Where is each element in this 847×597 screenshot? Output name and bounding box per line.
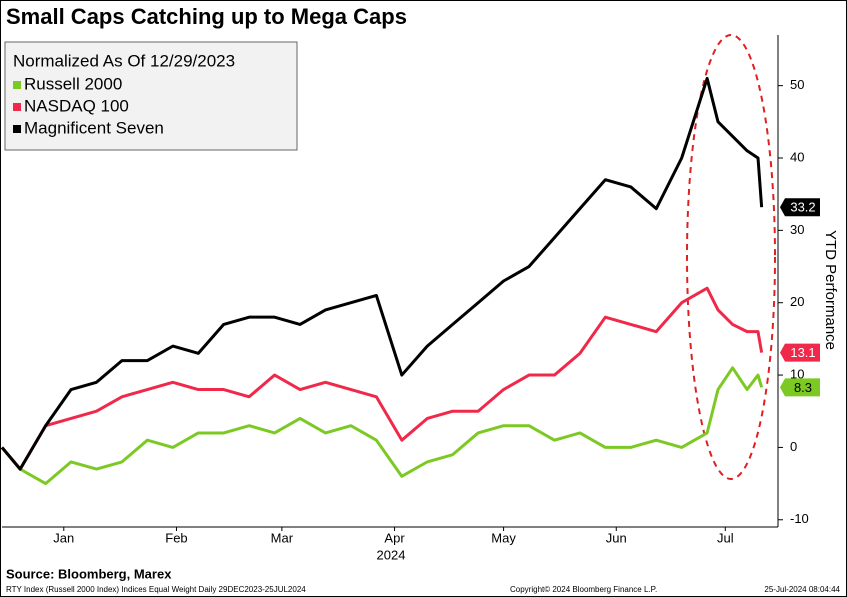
legend-swatch (13, 81, 21, 89)
y-tick-label: 40 (790, 149, 804, 164)
legend-label: NASDAQ 100 (24, 96, 129, 115)
y-tick-label: 20 (790, 294, 804, 309)
legend-swatch (13, 103, 21, 111)
y-tick-label: 50 (790, 77, 804, 92)
highlight-ellipse (686, 34, 776, 480)
chart-title: Small Caps Catching up to Mega Caps (6, 4, 407, 29)
footer-right: 25-Jul-2024 08:04:44 (764, 585, 840, 594)
end-value-box (780, 378, 820, 397)
x-tick-label: Apr (384, 530, 405, 545)
legend-label: Russell 2000 (24, 74, 122, 93)
legend-box (4, 41, 298, 151)
y-tick-label: 30 (790, 222, 804, 237)
footer-left: RTY Index (Russell 2000 Index) Indices E… (6, 585, 306, 594)
x-tick-label: Jan (53, 530, 74, 545)
x-tick-label: Feb (165, 530, 187, 545)
series-line (0, 286, 764, 471)
y-tick-label: 0 (790, 439, 797, 454)
x-tick-label: Jul (717, 530, 734, 545)
end-value-box (780, 343, 820, 362)
footer-center: Copyright© 2024 Bloomberg Finance L.P. (510, 585, 657, 594)
end-value-label: 8.3 (794, 380, 812, 395)
series-line (0, 366, 764, 486)
y-tick-label: -10 (790, 511, 809, 526)
x-tick-label: Mar (271, 530, 294, 545)
end-value-label: 33.2 (790, 200, 815, 215)
y-tick-label: 10 (790, 366, 804, 381)
end-value-label: 13.1 (790, 345, 815, 360)
x-tick-label: Jun (606, 530, 627, 545)
source: Source: Bloomberg, Marex (6, 566, 172, 581)
x-axis-label: 2024 (377, 547, 406, 562)
legend-swatch (13, 125, 21, 133)
series-line (0, 76, 764, 471)
legend-label: Magnificent Seven (24, 118, 164, 137)
y-axis-label: YTD Performance (822, 230, 839, 350)
legend-title: Normalized As Of 12/29/2023 (13, 51, 235, 70)
end-value-box (780, 198, 820, 217)
x-tick-label: May (491, 530, 516, 545)
